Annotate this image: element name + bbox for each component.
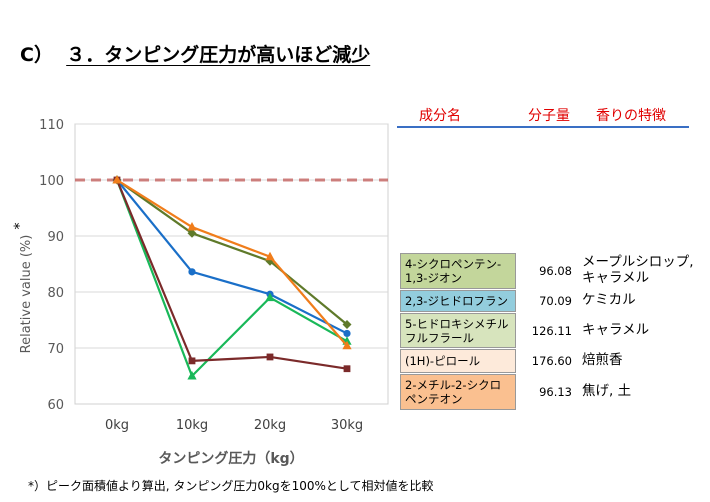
series-line — [116, 179, 348, 326]
y-axis-label: Relative value (%) — [19, 235, 34, 354]
molecular-weight: 96.13 — [539, 385, 572, 399]
compound-name: 5-ヒドロキシメチル フルフラール — [400, 313, 516, 348]
legend-row: 4-シクロペンテン- 1,3-ジオン 96.08 メープルシロップ, キャラメル — [400, 253, 700, 289]
compound-name: 2,3-ジヒドロフラン — [400, 290, 516, 312]
y-tick-label: 100 — [39, 174, 64, 189]
header-mw: 分子量 — [528, 108, 570, 124]
data-point — [187, 371, 197, 380]
header-divider — [397, 126, 689, 128]
series-line — [115, 179, 348, 370]
y-axis-label-mark: * — [12, 223, 28, 230]
aroma-description: キャラメル — [582, 321, 650, 338]
data-point — [187, 222, 197, 231]
molecular-weight: 96.08 — [539, 264, 572, 278]
table-header: 成分名 分子量 香りの特徴 — [397, 105, 697, 125]
y-tick-label: 80 — [47, 286, 64, 301]
legend-row: 5-ヒドロキシメチル フルフラール 126.11 キャラメル — [400, 313, 700, 348]
aroma-description: 焙煎香 — [582, 352, 623, 368]
data-point — [342, 319, 352, 329]
data-point — [112, 175, 122, 184]
molecular-weight: 176.60 — [531, 354, 572, 368]
aroma-description: ケミカル — [582, 292, 636, 308]
y-tick-label: 110 — [39, 118, 64, 133]
aroma-description: メープルシロップ, キャラメル — [582, 254, 694, 286]
data-point — [343, 365, 351, 373]
molecular-weight: 70.09 — [539, 294, 572, 308]
series-line — [116, 179, 348, 335]
data-point — [188, 268, 196, 276]
compound-name: (1H)-ピロール — [400, 349, 516, 373]
series-line — [116, 179, 348, 347]
title-prefix: C） — [20, 44, 53, 66]
data-point — [343, 329, 351, 338]
data-point — [187, 228, 197, 238]
data-point — [188, 357, 196, 365]
y-tick-label: 60 — [47, 398, 64, 413]
y-tick-label: 70 — [47, 342, 64, 357]
slide-title: C） ３．タンピング圧力が高いほど減少 — [20, 40, 370, 67]
compound-name: 4-シクロペンテン- 1,3-ジオン — [400, 253, 516, 289]
data-point — [265, 251, 275, 261]
legend-row: 2-メチル-2-シクロ ペンテオン 96.13 焦げ, 土 — [400, 374, 700, 410]
y-tick-label: 90 — [47, 230, 64, 245]
x-tick-label: 30kg — [331, 418, 363, 433]
legend-row: 2,3-ジヒドロフラン 70.09 ケミカル — [400, 290, 700, 312]
header-component: 成分名 — [419, 108, 461, 124]
x-tick-label: 10kg — [176, 418, 208, 433]
molecular-weight: 126.11 — [531, 323, 572, 338]
title-text: ３．タンピング圧力が高いほど減少 — [66, 44, 371, 66]
x-tick-label: 20kg — [254, 418, 286, 433]
data-point — [266, 353, 274, 361]
data-point — [265, 292, 275, 302]
header-aroma: 香りの特徴 — [596, 108, 666, 124]
data-point — [342, 340, 352, 350]
series-line — [115, 179, 348, 378]
footnote: *）ピーク面積値より算出, タンピング圧力0kgを100%として相対値を比較 — [28, 479, 434, 493]
plot-area — [74, 123, 389, 405]
x-axis-label: タンピング圧力（kg） — [158, 450, 303, 467]
x-tick-label: 0kg — [105, 418, 129, 433]
compound-name: 2-メチル-2-シクロ ペンテオン — [400, 374, 516, 410]
legend-row: (1H)-ピロール 176.60 焙煎香 — [400, 349, 700, 373]
aroma-description: 焦げ, 土 — [582, 383, 632, 399]
